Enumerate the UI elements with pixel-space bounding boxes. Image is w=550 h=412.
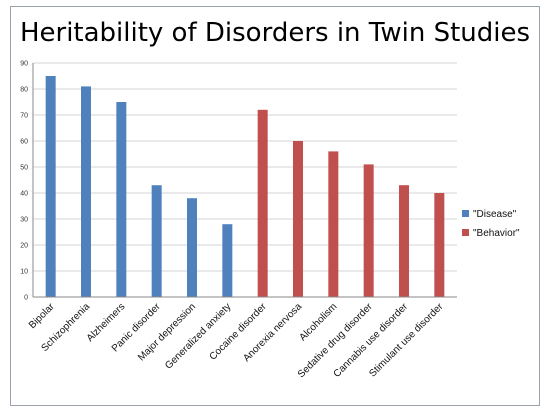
legend-label: "Behavior": [473, 228, 520, 239]
y-tick-label: 80: [20, 87, 28, 94]
chart-frame: [10, 6, 540, 406]
y-tick-label: 50: [20, 165, 28, 172]
legend-swatch: [462, 229, 469, 236]
bar: [363, 164, 374, 297]
y-tick-label: 60: [20, 139, 28, 146]
bar: [222, 224, 233, 297]
legend-label: "Disease": [473, 209, 517, 220]
y-tick-label: 30: [20, 217, 28, 224]
y-tick-label: 90: [20, 61, 28, 68]
bar: [328, 151, 339, 297]
bar: [187, 198, 197, 297]
bar: [45, 76, 56, 297]
bar: [257, 109, 268, 297]
legend-swatch: [462, 210, 469, 217]
x-tick-label: Bipolar: [27, 301, 57, 331]
y-tick-label: 0: [24, 295, 28, 302]
bar: [399, 185, 409, 297]
x-tick-label: Stimulant use disorder: [367, 301, 446, 380]
bar: [81, 86, 91, 298]
y-tick-label: 20: [20, 243, 28, 250]
bar: [116, 102, 127, 297]
bar: [151, 185, 162, 297]
y-tick-label: 70: [20, 113, 28, 120]
y-tick-label: 40: [20, 191, 28, 198]
chart-title: Heritability of Disorders in Twin Studie…: [19, 18, 531, 48]
bar: [434, 193, 445, 297]
bar: [293, 141, 303, 297]
y-tick-label: 10: [20, 269, 28, 276]
x-tick-label: Generalized anxiety: [163, 301, 233, 371]
